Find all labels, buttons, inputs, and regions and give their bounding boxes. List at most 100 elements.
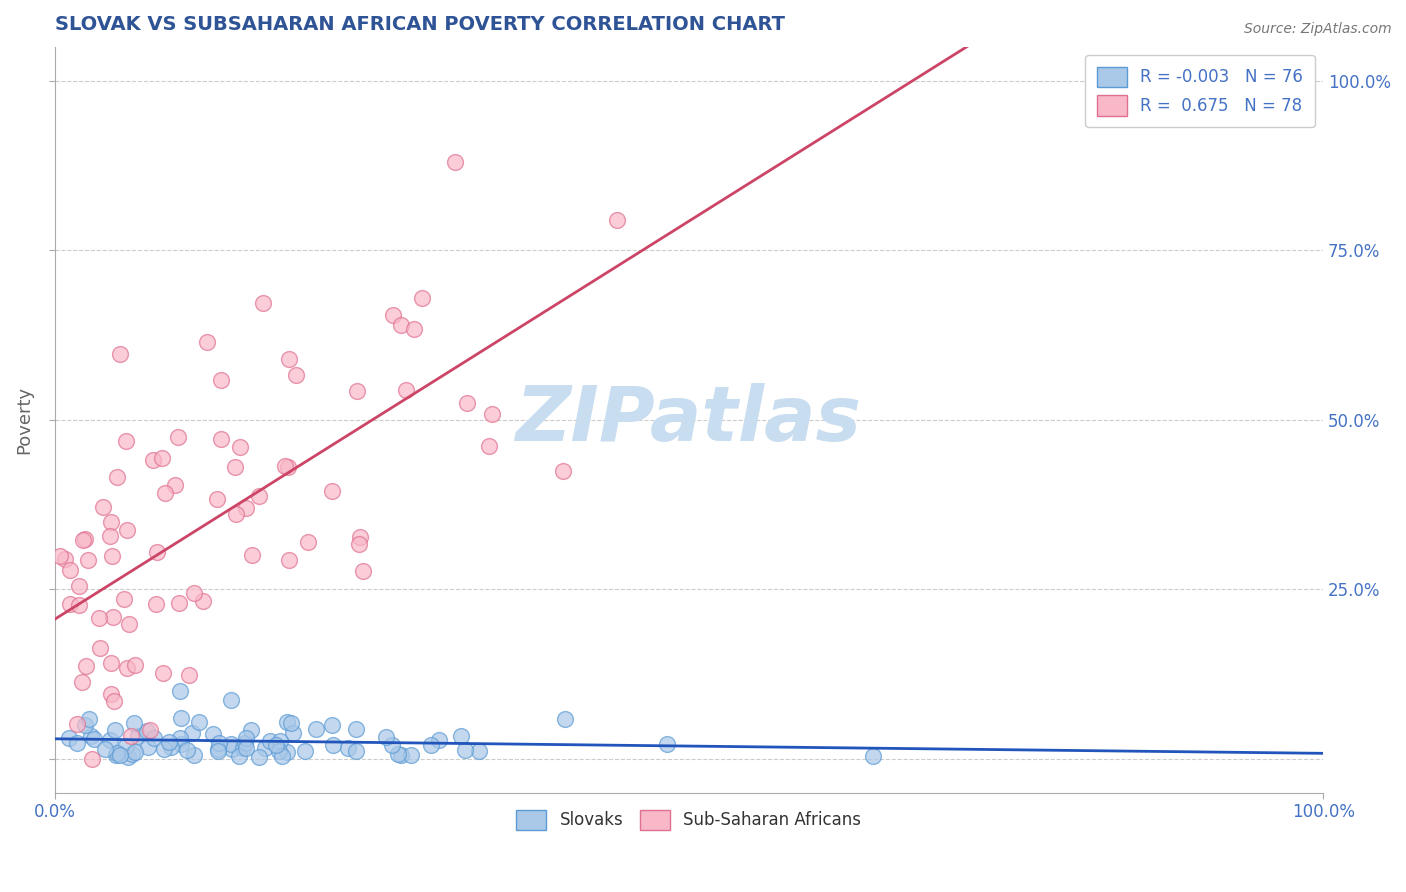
- Point: [456, 396, 478, 410]
- Point: [468, 744, 491, 758]
- Point: [427, 733, 450, 747]
- Point: [169, 731, 191, 746]
- Point: [399, 747, 422, 762]
- Point: [93, 500, 115, 514]
- Point: [167, 596, 190, 610]
- Point: [150, 451, 173, 466]
- Point: [240, 548, 263, 562]
- Point: [100, 516, 122, 530]
- Point: [80, 730, 103, 744]
- Point: [80, 752, 103, 766]
- Point: [657, 737, 679, 751]
- Point: [77, 712, 100, 726]
- Point: [478, 439, 501, 453]
- Point: [321, 484, 343, 499]
- Point: [381, 739, 404, 753]
- Point: [274, 458, 297, 473]
- Point: [387, 747, 409, 761]
- Point: [554, 713, 576, 727]
- Point: [266, 738, 288, 752]
- Point: [115, 661, 138, 675]
- Point: [145, 597, 167, 611]
- Text: ZIPatlas: ZIPatlas: [516, 383, 862, 457]
- Point: [233, 736, 256, 750]
- Point: [115, 434, 138, 448]
- Point: [337, 741, 360, 756]
- Point: [115, 523, 138, 537]
- Point: [180, 726, 202, 740]
- Point: [139, 723, 162, 737]
- Point: [98, 732, 121, 747]
- Point: [344, 744, 367, 758]
- Point: [382, 308, 405, 322]
- Point: [127, 729, 149, 743]
- Point: [110, 347, 132, 361]
- Point: [294, 744, 316, 758]
- Point: [83, 732, 105, 747]
- Point: [108, 747, 131, 762]
- Point: [278, 351, 301, 366]
- Y-axis label: Poverty: Poverty: [15, 385, 32, 454]
- Point: [276, 745, 298, 759]
- Point: [66, 716, 89, 731]
- Point: [120, 729, 142, 743]
- Point: [76, 553, 98, 567]
- Point: [247, 489, 270, 503]
- Point: [344, 722, 367, 736]
- Point: [232, 741, 254, 756]
- Point: [118, 617, 141, 632]
- Point: [153, 741, 176, 756]
- Point: [389, 318, 412, 332]
- Text: Source: ZipAtlas.com: Source: ZipAtlas.com: [1244, 22, 1392, 37]
- Point: [862, 748, 884, 763]
- Point: [94, 742, 117, 756]
- Point: [269, 734, 291, 748]
- Point: [395, 383, 418, 397]
- Point: [322, 738, 344, 752]
- Point: [135, 723, 157, 738]
- Point: [195, 334, 218, 349]
- Point: [67, 598, 90, 612]
- Point: [374, 731, 396, 745]
- Point: [228, 440, 250, 454]
- Point: [179, 668, 201, 682]
- Point: [170, 711, 193, 725]
- Point: [169, 684, 191, 698]
- Point: [276, 715, 298, 730]
- Point: [553, 465, 575, 479]
- Point: [100, 656, 122, 670]
- Point: [453, 743, 475, 757]
- Point: [254, 741, 277, 756]
- Point: [142, 453, 165, 467]
- Point: [176, 743, 198, 757]
- Point: [191, 594, 214, 608]
- Point: [606, 212, 628, 227]
- Point: [201, 727, 224, 741]
- Point: [411, 291, 433, 305]
- Point: [100, 687, 122, 701]
- Point: [235, 731, 257, 745]
- Point: [305, 723, 328, 737]
- Point: [121, 747, 143, 762]
- Point: [73, 718, 96, 732]
- Point: [58, 731, 80, 746]
- Point: [159, 740, 181, 755]
- Point: [219, 693, 242, 707]
- Point: [404, 322, 426, 336]
- Point: [73, 533, 96, 547]
- Point: [142, 731, 165, 746]
- Legend: Slovaks, Sub-Saharan Africans: Slovaks, Sub-Saharan Africans: [509, 803, 868, 837]
- Point: [105, 746, 128, 760]
- Point: [235, 741, 257, 756]
- Point: [346, 384, 368, 399]
- Point: [59, 563, 82, 577]
- Point: [420, 738, 443, 752]
- Point: [87, 611, 110, 625]
- Point: [270, 749, 292, 764]
- Point: [283, 726, 305, 740]
- Point: [443, 155, 465, 169]
- Point: [89, 641, 111, 656]
- Point: [105, 469, 128, 483]
- Point: [321, 718, 343, 732]
- Point: [152, 665, 174, 680]
